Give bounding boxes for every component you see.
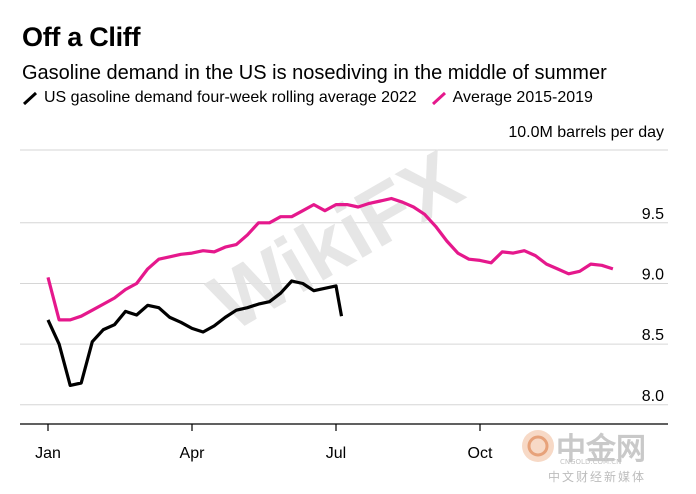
series-line-average-2015-2019 bbox=[46, 196, 614, 322]
legend-item-average: Average 2015-2019 bbox=[431, 89, 593, 107]
cngold-watermark: 中金网 bbox=[520, 424, 646, 468]
chart-subtitle: Gasoline demand in the US is nosediving … bbox=[22, 62, 607, 84]
x-tick-label-jan: Jan bbox=[35, 445, 61, 462]
legend-swatch-average bbox=[431, 91, 446, 105]
x-tick-label-apr: Apr bbox=[180, 445, 206, 462]
y-tick-label-9.5: 9.5 bbox=[642, 206, 664, 223]
cngold-watermark-cn: 中金网 bbox=[556, 432, 646, 467]
legend-item-2022: US gasoline demand four-week rolling ave… bbox=[22, 89, 417, 107]
legend-swatch-2022 bbox=[22, 91, 38, 105]
cngold-watermark-url: CNGOLD.COM.CN bbox=[560, 458, 622, 466]
x-tick-label-oct: Oct bbox=[468, 445, 493, 462]
cngold-logo-icon bbox=[522, 430, 554, 462]
y-tick-label-8.0: 8.0 bbox=[642, 388, 664, 405]
cngold-watermark-sub: 中文财经新媒体 bbox=[548, 470, 647, 484]
y-tick-label-8.5: 8.5 bbox=[642, 327, 664, 344]
series-line-2022 bbox=[46, 279, 344, 387]
y-tick-label-9.0: 9.0 bbox=[642, 266, 664, 283]
watermark-text: WikiFX bbox=[195, 134, 477, 349]
legend: US gasoline demand four-week rolling ave… bbox=[22, 89, 607, 107]
chart-title: Off a Cliff bbox=[22, 22, 141, 52]
x-tick-label-jul: Jul bbox=[326, 445, 346, 462]
y-axis-unit-label: 10.0M barrels per day bbox=[508, 124, 664, 141]
legend-label-2022: US gasoline demand four-week rolling ave… bbox=[44, 89, 417, 106]
wikifx-watermark: WikiFX bbox=[195, 134, 477, 349]
legend-label-average: Average 2015-2019 bbox=[452, 89, 593, 106]
